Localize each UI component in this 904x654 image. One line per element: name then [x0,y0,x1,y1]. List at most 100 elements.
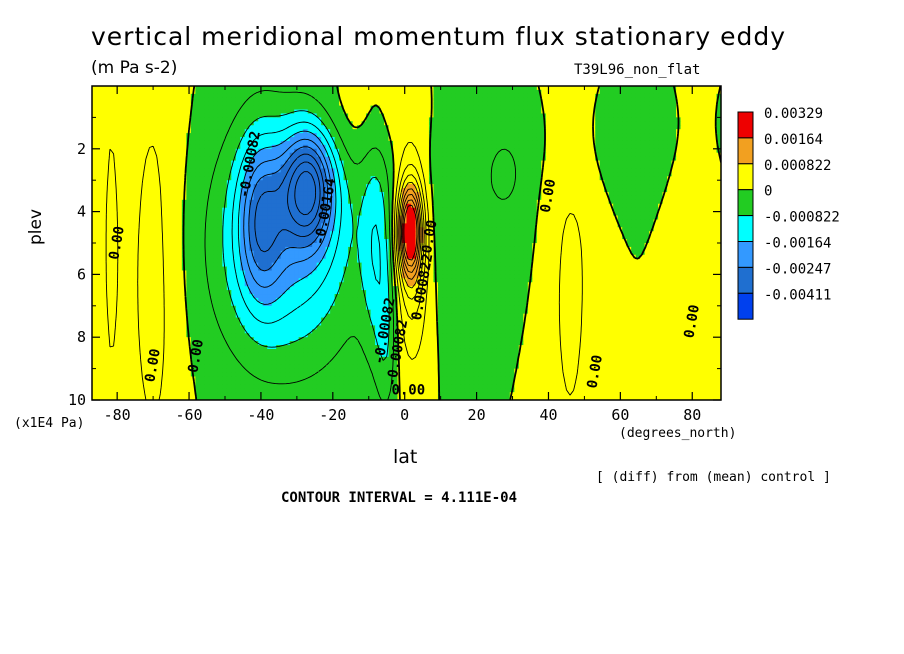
field-cell [141,160,147,166]
field-cell [339,164,345,170]
field-cell [658,188,664,193]
field-cell [644,215,650,221]
field-cell [92,160,98,166]
field-cell [532,219,538,224]
field-cell [298,86,304,91]
field-cell [595,109,601,115]
field-cell [244,211,250,217]
field-cell [523,172,529,177]
field-cell [366,195,372,201]
field-cell [712,97,718,103]
field-cell [204,164,210,170]
field-cell [509,89,515,95]
field-cell [312,137,318,142]
field-cell [442,129,448,134]
field-cell [653,133,659,138]
field-cell [217,109,223,115]
field-cell [343,109,349,115]
field-cell [644,117,650,122]
field-cell [307,113,313,118]
field-cell [667,137,673,142]
field-cell [357,180,363,185]
field-cell [316,129,322,134]
field-cell [424,125,430,130]
field-cell [572,207,578,213]
field-cell [635,164,641,170]
field-cell [622,215,628,221]
field-cell [253,113,259,118]
field-cell [127,176,134,181]
field-cell [406,211,412,217]
field-cell [235,105,241,111]
field-cell [716,129,721,134]
field-cell [685,125,691,130]
field-cell [172,168,178,173]
field-cell [339,215,345,221]
field-cell [379,133,385,138]
field-cell [716,215,721,221]
field-cell [118,168,125,173]
field-cell [231,121,237,126]
field-cell [231,211,237,217]
field-cell [199,219,205,224]
field-cell [280,140,286,146]
field-cell [464,152,470,158]
field-cell [680,160,686,166]
field-cell [496,86,502,91]
field-cell [100,176,107,181]
field-cell [685,109,691,115]
field-cell [613,176,619,181]
field-cell [415,109,421,115]
field-cell [464,105,470,111]
field-cell [563,180,569,185]
field-cell [244,125,250,130]
field-cell [446,117,453,122]
field-cell [590,195,596,201]
field-cell [109,219,116,224]
field-cell [240,188,246,193]
field-cell [285,164,291,170]
field-cell [509,191,515,197]
field-cell [595,199,601,205]
field-cell [419,117,426,122]
field-cell [599,164,605,170]
field-cell [536,207,542,213]
field-cell [330,180,336,185]
field-cell [712,215,718,221]
field-cell [428,195,435,201]
field-cell [478,188,484,193]
field-cell [572,109,578,115]
field-cell [500,172,506,177]
field-cell [352,148,358,154]
field-cell [280,168,286,173]
field-cell [393,144,399,150]
field-cell [455,195,462,201]
field-cell [123,125,129,130]
field-cell [370,184,376,189]
field-cell [92,207,98,213]
field-cell [469,180,475,185]
field-cell [316,105,322,111]
field-cell [437,203,444,209]
field-cell [473,195,479,201]
field-cell [334,140,340,146]
field-cell [568,164,574,170]
field-cell [716,109,721,115]
field-cell [294,184,300,189]
field-cell [617,140,623,146]
field-cell [635,215,641,221]
field-cell [518,89,524,95]
field-cell [658,140,664,146]
field-cell [177,101,183,107]
field-cell [568,219,574,224]
field-cell [249,86,255,91]
field-cell [703,191,709,197]
field-cell [118,164,125,170]
field-cell [168,211,174,217]
field-cell [222,129,228,134]
field-cell [640,176,646,181]
field-cell [478,144,484,150]
field-cell [366,152,372,158]
field-cell [694,117,700,122]
field-cell [222,211,228,217]
